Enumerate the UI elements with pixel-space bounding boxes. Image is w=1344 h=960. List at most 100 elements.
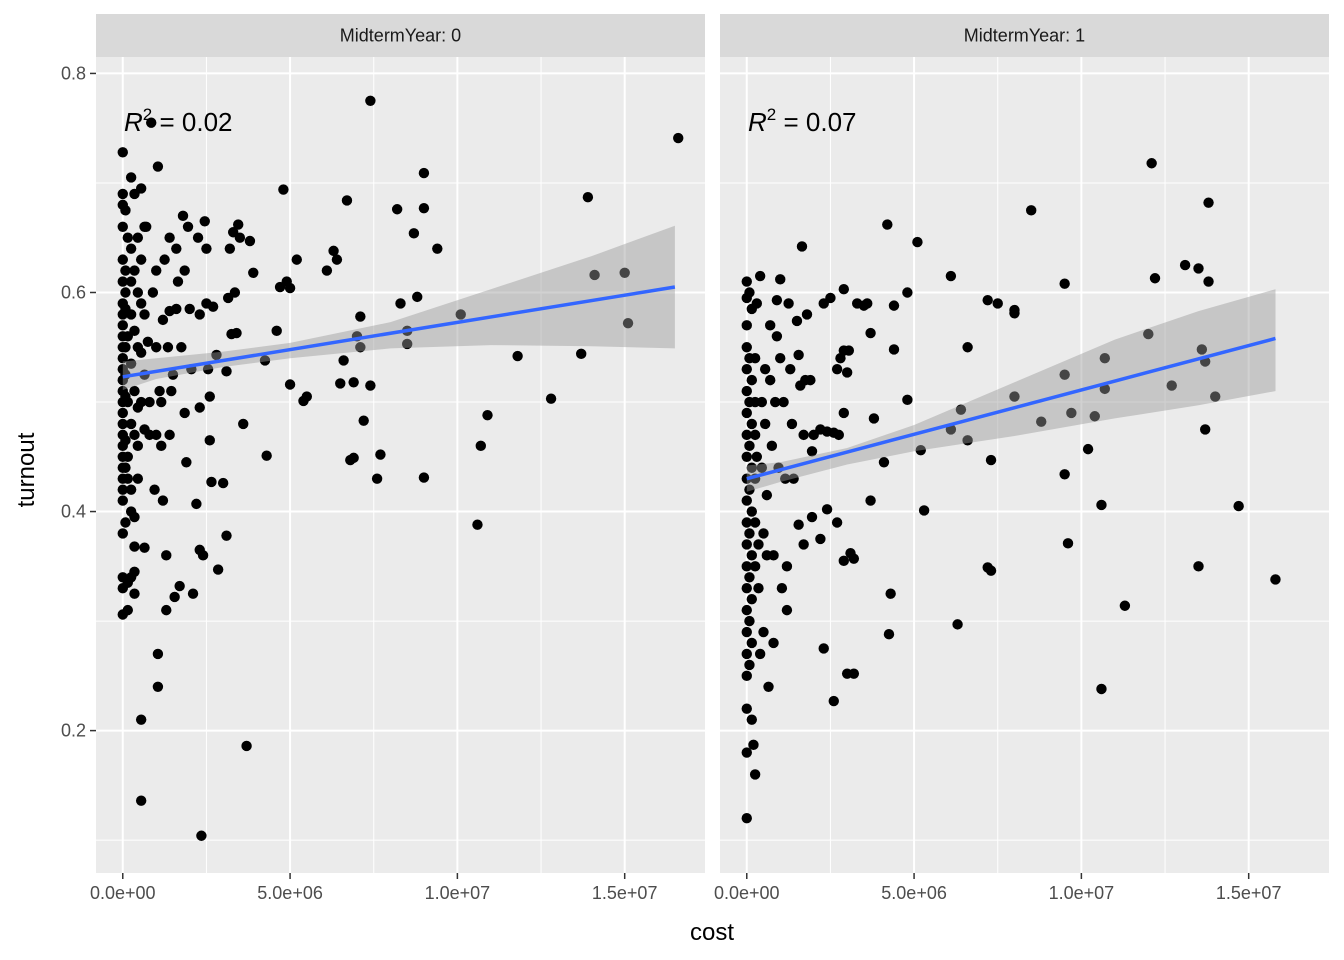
data-point <box>176 342 187 353</box>
data-point <box>741 583 752 594</box>
data-point <box>199 216 210 227</box>
data-point <box>125 276 137 287</box>
r-squared-annotation: R2 = 0.07 <box>748 105 856 137</box>
data-point <box>831 517 843 528</box>
data-point <box>261 450 272 461</box>
data-point <box>1089 411 1100 422</box>
data-point <box>348 377 359 388</box>
data-point <box>741 648 752 660</box>
data-point <box>1036 416 1047 427</box>
data-point <box>129 588 140 599</box>
data-point <box>120 265 131 276</box>
data-point <box>206 476 217 488</box>
data-point <box>741 813 752 824</box>
data-point <box>741 385 752 397</box>
data-point <box>187 588 199 599</box>
data-point <box>575 348 587 360</box>
data-point <box>962 435 973 446</box>
data-point <box>192 232 204 243</box>
data-point <box>744 572 755 583</box>
data-point <box>793 349 804 361</box>
data-point <box>117 484 128 495</box>
data-point <box>172 276 184 287</box>
data-point <box>233 219 244 230</box>
data-point <box>204 435 215 446</box>
data-point <box>151 429 162 441</box>
data-point <box>248 267 259 278</box>
data-point <box>135 795 147 806</box>
data-point <box>194 309 205 320</box>
x-axis-title: cost <box>690 919 734 946</box>
data-point <box>221 530 232 541</box>
data-point <box>756 462 768 473</box>
data-point <box>749 769 761 780</box>
data-point <box>164 429 175 441</box>
data-point <box>169 591 180 603</box>
data-point <box>758 528 769 539</box>
data-point <box>159 254 170 265</box>
data-point <box>161 550 172 561</box>
data-point <box>1270 574 1281 585</box>
data-point <box>1059 469 1070 480</box>
data-point <box>139 309 150 320</box>
data-point <box>1149 273 1161 284</box>
data-point <box>120 462 131 473</box>
data-point <box>744 440 755 452</box>
data-point <box>117 353 128 364</box>
data-point <box>135 714 147 725</box>
data-point <box>806 446 818 457</box>
data-point <box>741 747 752 758</box>
r-squared-value: = 0.07 <box>776 107 856 137</box>
data-point <box>749 353 761 364</box>
data-point <box>117 147 128 158</box>
data-point <box>746 714 757 725</box>
data-point <box>117 528 128 539</box>
data-point <box>1009 391 1020 402</box>
data-point <box>1059 369 1070 380</box>
data-point <box>798 429 809 441</box>
data-point <box>783 298 794 309</box>
data-point <box>751 451 763 462</box>
data-point <box>321 265 333 276</box>
data-point <box>117 188 128 200</box>
data-point <box>838 284 850 295</box>
data-point <box>391 204 403 215</box>
data-point <box>157 495 169 506</box>
data-point <box>753 539 764 550</box>
data-point <box>132 232 144 243</box>
r-squared-annotation: R2 = 0.02 <box>124 105 232 137</box>
data-point <box>181 457 192 468</box>
data-point <box>202 363 214 375</box>
data-point <box>224 243 236 254</box>
data-point <box>759 363 771 375</box>
confidence-band <box>746 289 1276 492</box>
facet-panels: MidtermYear: 0 0.0e+00 5.0e+06 1.0e+07 1.5e+… <box>61 14 1329 903</box>
data-point <box>120 287 131 298</box>
data-point <box>741 561 752 572</box>
data-point <box>284 379 296 390</box>
data-point <box>848 668 860 679</box>
data-point <box>129 429 140 441</box>
data-point <box>191 498 202 510</box>
y-tick-label: 0.2 <box>61 721 86 741</box>
data-point <box>117 276 128 287</box>
data-point <box>843 345 855 356</box>
data-point <box>152 681 164 692</box>
data-point <box>1082 443 1094 455</box>
data-point <box>129 325 140 337</box>
data-point <box>985 565 997 576</box>
data-point <box>167 369 179 380</box>
data-point <box>763 681 774 692</box>
data-point <box>147 287 159 298</box>
data-point <box>365 380 376 391</box>
data-point <box>120 205 131 216</box>
facet-strip-label: MidtermYear: 1 <box>964 26 1085 46</box>
data-point <box>291 254 302 265</box>
data-point <box>152 161 164 172</box>
data-point <box>156 440 167 452</box>
data-point <box>753 583 764 594</box>
data-point <box>746 506 757 517</box>
data-point <box>741 363 752 375</box>
data-point <box>821 504 833 515</box>
data-point <box>741 451 752 462</box>
